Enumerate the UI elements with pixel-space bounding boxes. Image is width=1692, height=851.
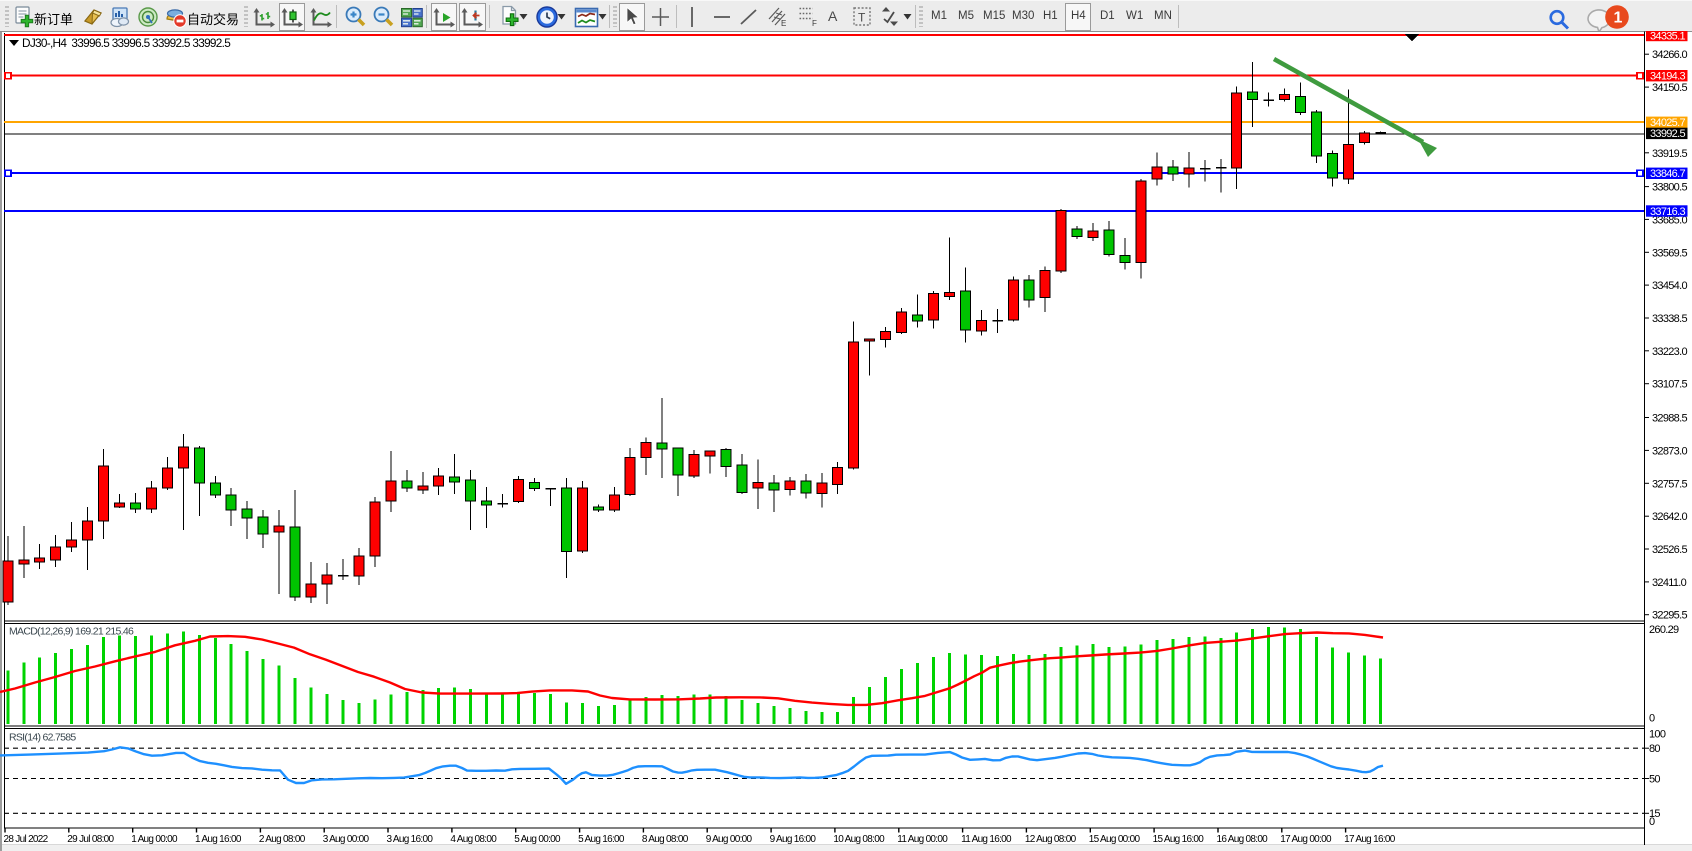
svg-text:MACD(12,26,9) 169.21 215.46: MACD(12,26,9) 169.21 215.46 bbox=[9, 626, 134, 638]
svg-text:15: 15 bbox=[1649, 808, 1660, 820]
svg-text:17 Aug 00:00: 17 Aug 00:00 bbox=[1280, 834, 1332, 845]
svg-text:33338.5: 33338.5 bbox=[1652, 313, 1687, 325]
svg-text:260.29: 260.29 bbox=[1649, 624, 1679, 636]
svg-text:100: 100 bbox=[1649, 729, 1666, 741]
svg-text:12 Aug 08:00: 12 Aug 08:00 bbox=[1025, 834, 1077, 845]
svg-text:33716.3: 33716.3 bbox=[1650, 206, 1685, 218]
svg-text:34150.5: 34150.5 bbox=[1652, 82, 1687, 94]
svg-text:33685.0: 33685.0 bbox=[1652, 214, 1687, 226]
svg-text:32295.5: 32295.5 bbox=[1652, 610, 1687, 622]
svg-text:1: 1 bbox=[1614, 10, 1623, 27]
svg-text:32873.0: 32873.0 bbox=[1652, 445, 1687, 457]
svg-text:9 Aug 16:00: 9 Aug 16:00 bbox=[770, 834, 817, 845]
svg-text:33800.5: 33800.5 bbox=[1652, 182, 1687, 194]
svg-text:1 Aug 00:00: 1 Aug 00:00 bbox=[131, 834, 178, 845]
svg-text:17 Aug 16:00: 17 Aug 16:00 bbox=[1344, 834, 1396, 845]
svg-text:32757.5: 32757.5 bbox=[1652, 478, 1687, 490]
svg-text:80: 80 bbox=[1649, 743, 1660, 755]
svg-text:33569.5: 33569.5 bbox=[1652, 247, 1687, 259]
svg-text:10 Aug 08:00: 10 Aug 08:00 bbox=[833, 834, 885, 845]
svg-text:32411.0: 32411.0 bbox=[1652, 577, 1687, 589]
svg-text:50: 50 bbox=[1649, 773, 1660, 785]
svg-text:33919.5: 33919.5 bbox=[1652, 148, 1687, 160]
svg-text:28 Jul 2022: 28 Jul 2022 bbox=[4, 834, 49, 845]
svg-text:33992.5: 33992.5 bbox=[1650, 128, 1685, 140]
svg-text:F: F bbox=[812, 19, 817, 28]
svg-text:15 Aug 00:00: 15 Aug 00:00 bbox=[1089, 834, 1141, 845]
svg-text:3 Aug 16:00: 3 Aug 16:00 bbox=[387, 834, 434, 845]
svg-text:T: T bbox=[858, 11, 866, 25]
svg-text:32526.5: 32526.5 bbox=[1652, 544, 1687, 556]
svg-text:8 Aug 08:00: 8 Aug 08:00 bbox=[642, 834, 689, 845]
svg-text:34335.1: 34335.1 bbox=[1650, 31, 1685, 42]
svg-text:33454.0: 33454.0 bbox=[1652, 280, 1687, 292]
svg-text:E: E bbox=[781, 19, 786, 28]
svg-text:32988.5: 32988.5 bbox=[1652, 413, 1687, 425]
svg-text:16 Aug 08:00: 16 Aug 08:00 bbox=[1217, 834, 1269, 845]
svg-text:11 Aug 16:00: 11 Aug 16:00 bbox=[961, 834, 1012, 845]
svg-text:33223.0: 33223.0 bbox=[1652, 346, 1687, 358]
svg-text:15 Aug 16:00: 15 Aug 16:00 bbox=[1153, 834, 1205, 845]
svg-text:5 Aug 16:00: 5 Aug 16:00 bbox=[578, 834, 625, 845]
svg-text:11 Aug 00:00: 11 Aug 00:00 bbox=[897, 834, 948, 845]
svg-text:0: 0 bbox=[1649, 816, 1655, 828]
svg-text:0: 0 bbox=[1649, 712, 1655, 724]
svg-text:2 Aug 08:00: 2 Aug 08:00 bbox=[259, 834, 306, 845]
svg-text:32642.0: 32642.0 bbox=[1652, 511, 1687, 523]
svg-text:3 Aug 00:00: 3 Aug 00:00 bbox=[323, 834, 370, 845]
svg-text:1 Aug 16:00: 1 Aug 16:00 bbox=[195, 834, 242, 845]
svg-text:29 Jul 08:00: 29 Jul 08:00 bbox=[67, 834, 114, 845]
svg-text:33107.5: 33107.5 bbox=[1652, 379, 1687, 391]
svg-text:4 Aug 08:00: 4 Aug 08:00 bbox=[450, 834, 497, 845]
svg-text:5 Aug 00:00: 5 Aug 00:00 bbox=[514, 834, 561, 845]
svg-text:33846.7: 33846.7 bbox=[1650, 168, 1685, 180]
svg-text:RSI(14) 62.7585: RSI(14) 62.7585 bbox=[9, 732, 76, 744]
svg-text:34266.0: 34266.0 bbox=[1652, 49, 1687, 61]
svg-text:34025.7: 34025.7 bbox=[1650, 117, 1685, 129]
svg-text:DJ30-,H4 33996.5 33996.5 3399: DJ30-,H4 33996.5 33996.5 33992.5 33992.5 bbox=[22, 36, 231, 50]
svg-text:34194.3: 34194.3 bbox=[1650, 71, 1685, 83]
svg-text:9 Aug 00:00: 9 Aug 00:00 bbox=[706, 834, 753, 845]
